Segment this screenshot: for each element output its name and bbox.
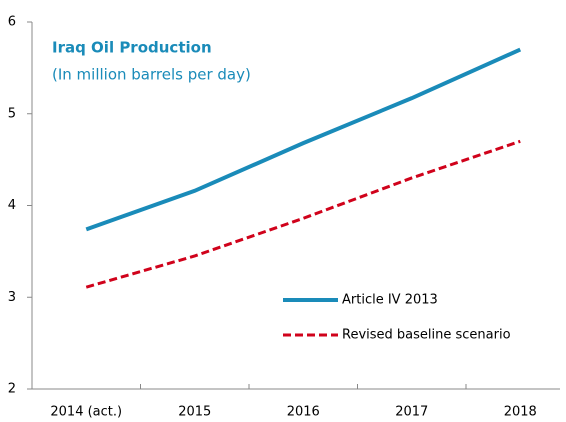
y-tick-label: 6 [8, 15, 16, 30]
legend-label: Revised baseline scenario [342, 328, 511, 343]
y-tick-label: 4 [8, 198, 16, 213]
legend-label: Article IV 2013 [342, 293, 438, 308]
line-series [85, 47, 522, 232]
x-tick-label: 2016 [287, 405, 320, 420]
chart-subtitle: (In million barrels per day) [52, 66, 251, 84]
chart-title: Iraq Oil Production [52, 39, 212, 57]
line-series [85, 139, 521, 289]
x-tick-label: 2015 [178, 405, 211, 420]
y-tick-label: 5 [8, 106, 16, 121]
y-tick-label: 3 [8, 290, 16, 305]
x-tick-label: 2017 [395, 405, 428, 420]
x-tick-label: 2018 [504, 405, 537, 420]
x-tick-label: 2014 (act.) [50, 405, 122, 420]
y-tick-label: 2 [8, 382, 16, 397]
